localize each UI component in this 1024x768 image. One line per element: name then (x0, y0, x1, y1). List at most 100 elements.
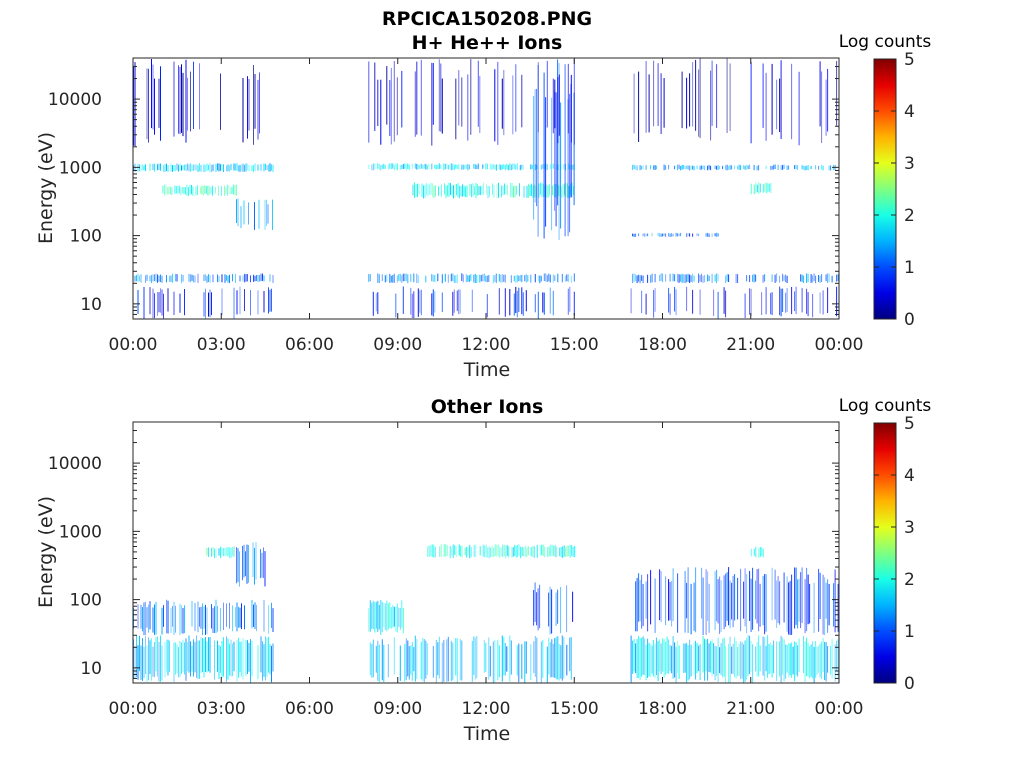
spectrum-band (427, 544, 576, 559)
spectrum-column (822, 574, 824, 635)
spectrum-column (687, 233, 689, 237)
spectrum-column (181, 642, 182, 674)
spectrum-column (181, 605, 182, 634)
spectrum-column (205, 637, 206, 672)
spectrum-column (774, 569, 776, 620)
spectrum-column (530, 274, 532, 283)
spectrum-column (806, 165, 808, 170)
spectrum-column (413, 291, 415, 319)
spectrum-column (797, 645, 799, 677)
spectrum-column (791, 574, 793, 635)
spectrum-column (819, 572, 821, 619)
spectrum-column (764, 274, 766, 282)
spectrum-column (648, 642, 650, 677)
spectrum-column (678, 645, 680, 679)
spectrum-column (570, 74, 572, 143)
spectrum-column (188, 164, 190, 172)
spectrum-column (448, 182, 450, 197)
spectrum-column (690, 583, 692, 635)
spectrum-column (227, 638, 229, 680)
y-tick-label: 10 (80, 659, 102, 679)
spectrum-band (162, 184, 237, 196)
spectrum-column (170, 163, 172, 172)
spectrum-column (815, 640, 817, 678)
spectrum-column (215, 548, 217, 558)
spectrum-column (756, 569, 758, 624)
spectrum-column (158, 275, 160, 282)
spectrum-column (197, 640, 199, 679)
spectrum-band (630, 286, 838, 319)
spectrum-column (534, 184, 535, 197)
spectrum-column (746, 638, 748, 680)
x-tick-label: 12:00 (462, 335, 511, 355)
spectrum-column (707, 232, 709, 237)
spectrum-column (429, 184, 430, 195)
spectrum-column (416, 273, 418, 283)
spectrum-column (396, 603, 398, 633)
spectrum-column (720, 643, 722, 676)
spectrum-column (227, 547, 229, 557)
spectrum-column (489, 186, 490, 197)
spectrum-column (558, 74, 560, 136)
spectrum-column (791, 287, 793, 315)
spectrum-column (767, 183, 769, 193)
spectrum-column (747, 165, 749, 170)
spectrum-column (836, 61, 838, 126)
spectrum-column (194, 641, 196, 673)
spectrogram-plot (133, 58, 839, 319)
spectrum-column (756, 184, 758, 193)
panel-other-ions: Other Ions 00:00 03:00 06:00 09:00 12:00 15:0… (35, 396, 931, 745)
spectrum-column (765, 182, 767, 194)
spectrum-column (241, 603, 242, 629)
spectrum-column (241, 164, 242, 172)
x-tick-label: 15:00 (550, 699, 599, 719)
spectrum-column (783, 639, 785, 682)
spectrum-column (729, 636, 731, 683)
spectrum-column (674, 274, 676, 282)
spectrum-column (430, 545, 432, 557)
spectrum-column (449, 164, 451, 169)
spectrum-column (508, 546, 510, 558)
spectrum-column (774, 164, 776, 169)
colorbar-tick-label: 3 (904, 154, 915, 174)
spectrum-column (257, 275, 259, 283)
spectrum-column (405, 273, 407, 282)
spectrum-column (174, 185, 176, 194)
spectrum-column (161, 645, 163, 681)
spectrum-column (565, 546, 567, 557)
spectrum-column (205, 185, 207, 194)
spectrum-column (657, 63, 659, 126)
spectrum-column (662, 273, 664, 282)
spectrum-column (232, 605, 233, 632)
spectrum-column (217, 163, 218, 171)
spectrum-column (786, 165, 788, 170)
spectrum-column (393, 165, 395, 171)
spectrum-column (428, 545, 430, 557)
spectrum-column (401, 600, 403, 628)
spectrum-column (190, 641, 191, 677)
spectrum-column (191, 600, 193, 627)
spectrum-band (630, 635, 839, 683)
spectrum-column (220, 186, 222, 196)
spectrum-column (687, 273, 689, 282)
spectrum-column (178, 65, 179, 134)
spectrum-column (543, 72, 545, 239)
spectrum-column (158, 163, 160, 170)
spectrum-column (263, 291, 265, 313)
spectrum-column (825, 79, 827, 136)
spectrum-column (824, 577, 826, 636)
spectrum-column (504, 164, 506, 171)
spectrum-column (456, 274, 458, 284)
spectrum-column (834, 644, 836, 682)
spectrum-column (807, 642, 809, 677)
spectrum-column (563, 164, 565, 170)
spectrum-column (399, 608, 401, 630)
spectrum-column (264, 199, 266, 230)
spectrum-column (498, 274, 500, 282)
spectrum-column (426, 182, 427, 196)
spectrum-column (271, 288, 272, 312)
spectrum-column (636, 165, 638, 171)
spectrum-column (474, 637, 476, 680)
spectrum-column (455, 164, 457, 169)
spectrum-column (659, 639, 661, 672)
